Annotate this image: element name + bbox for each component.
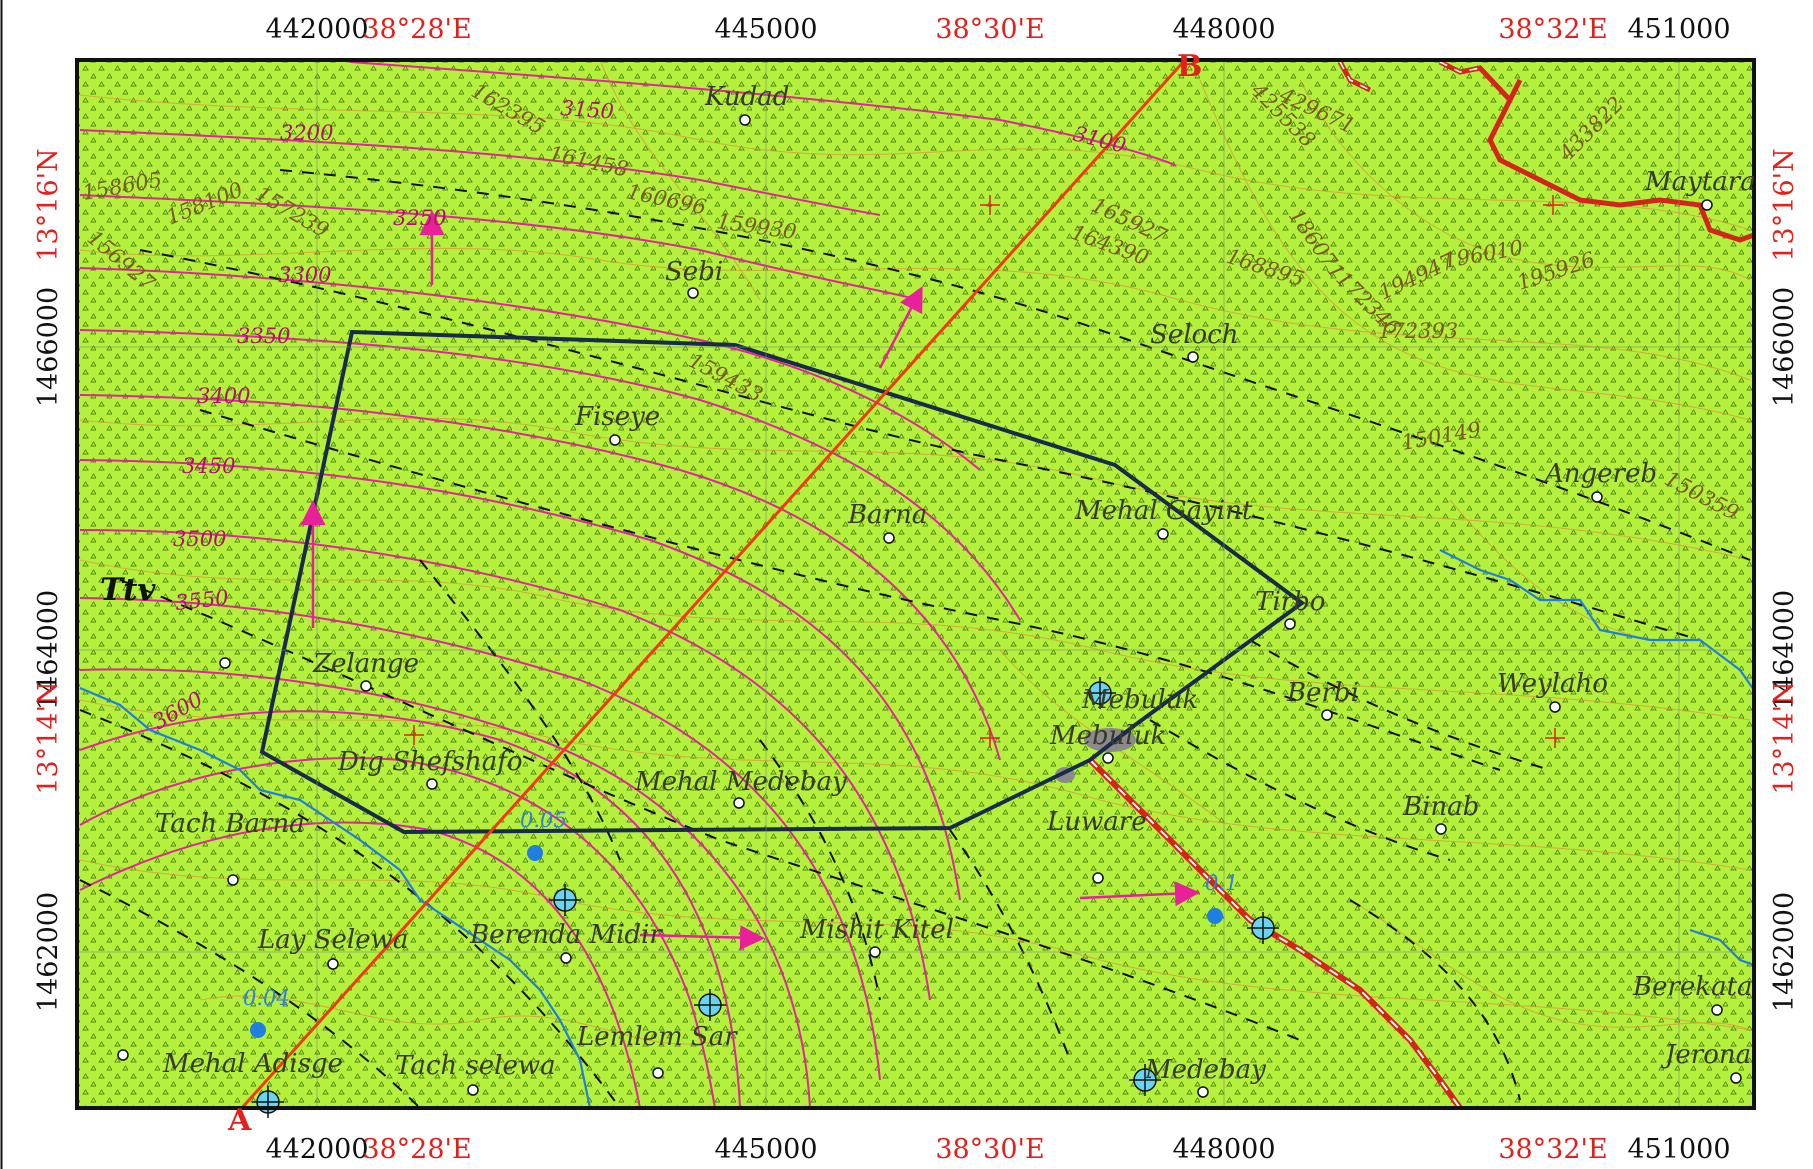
flow-label: 0.1 [1205, 871, 1238, 895]
contour-label: 3200 [280, 121, 333, 145]
geo-label-top: 38°32'E [1498, 14, 1607, 45]
rivers [79, 549, 1754, 1108]
place-label: Berekata [1632, 972, 1753, 1002]
place-label: Berenda Midir [469, 920, 663, 950]
contour-label: 3450 [182, 454, 235, 478]
geo-label-right: 13°14'N [1769, 681, 1800, 794]
profile-start-label: A [227, 1103, 252, 1138]
place-label: Berbi [1286, 678, 1359, 708]
grid-label-right: 1466000 [1769, 287, 1800, 407]
contour-label: 3350 [237, 324, 290, 348]
place-label: Weylaho [1497, 669, 1608, 699]
place-label: Mehal Medebay [634, 767, 847, 797]
place-label: Tirbo [1255, 587, 1325, 617]
place-label: Tach selewa [395, 1051, 556, 1081]
geo-label-top: 38°28'E [362, 14, 471, 45]
geo-label-left: 13°16'N [33, 148, 64, 261]
place-label: Medebay [1144, 1055, 1266, 1085]
geo-label-left: 13°14'N [33, 681, 64, 794]
grid-cross-icon [404, 195, 1565, 748]
place-label: Mishit Kitel [799, 915, 954, 945]
place-label: Zelange [312, 649, 419, 679]
grid-lines [77, 60, 1754, 1108]
contour-label: 3500 [173, 527, 226, 551]
grid-label-left: 1462000 [33, 892, 64, 1012]
place-labels: Kudad Maytara Sebi Seloch Fiseye Angereb… [155, 82, 1756, 1085]
place-label: Luware [1046, 807, 1147, 837]
grid-label-top: 445000 [714, 14, 817, 45]
contour-label: 3300 [278, 263, 331, 287]
grid-label-left: 1466000 [33, 287, 64, 407]
place-label: Fiseye [574, 402, 660, 432]
place-label: Jerona [1660, 1040, 1751, 1070]
grid-label-bottom: 448000 [1172, 1134, 1275, 1165]
contour-label: 3400 [197, 384, 250, 408]
grid-label-bottom: 445000 [714, 1134, 817, 1165]
geo-label-top: 38°30'E [935, 14, 1044, 45]
profile-line [238, 58, 1187, 1112]
contour-label: 3550 [174, 586, 230, 615]
place-label: Mehal Adisge [162, 1049, 343, 1079]
grid-label-right: 1462000 [1769, 892, 1800, 1012]
flow-arrow-icon [300, 210, 1200, 951]
geo-label-bottom: 38°30'E [935, 1134, 1044, 1165]
grid-label-right: 1464000 [1769, 590, 1800, 710]
place-label: Lay Selewa [257, 925, 408, 955]
fault-lines [79, 169, 1751, 1108]
place-label: Binab [1402, 792, 1479, 822]
place-label: Maytara [1644, 167, 1756, 197]
place-label: Mebuluk [1081, 685, 1198, 715]
geo-label-right: 13°16'N [1769, 148, 1800, 261]
value-label: 172393 [1378, 319, 1458, 343]
profile-end-label: B [1177, 49, 1202, 84]
place-label: Kudad [704, 82, 789, 112]
grid-label-bottom: 442000 [265, 1134, 368, 1165]
geo-label-bottom: 38°28'E [362, 1134, 471, 1165]
contour-label: 3150 [560, 96, 615, 124]
flow-label: 0.04 [243, 986, 290, 1010]
grid-label-top: 448000 [1172, 14, 1275, 45]
grid-label-left: 1464000 [33, 590, 64, 710]
geology-unit-label: Ttv [100, 572, 156, 608]
grid-label-top: 451000 [1627, 14, 1730, 45]
grid-label-top: 442000 [265, 14, 368, 45]
study-area-boundary [259, 329, 1306, 835]
place-label: Dig Shefshafo [337, 747, 523, 777]
place-label: Seloch [1150, 320, 1238, 350]
place-label: Barna [847, 500, 927, 530]
place-label: Mehal Gayint [1074, 496, 1253, 526]
contour-labels: 3150 3200 3250 3100 3300 3350 3400 3450 … [149, 96, 1129, 734]
place-label: Lemlem Sar [576, 1022, 738, 1052]
settlement-icon [117, 114, 1742, 1098]
place-label: Tach Barna [155, 809, 305, 839]
major-contours [79, 61, 1176, 1108]
roads [1087, 60, 1754, 1108]
place-label: Angereb [1543, 459, 1657, 489]
geo-label-bottom: 38°32'E [1498, 1134, 1607, 1165]
contour-label: 3250 [393, 206, 446, 230]
place-label: Mebuluk [1049, 721, 1166, 751]
grid-label-bottom: 451000 [1627, 1134, 1730, 1165]
flow-label: 0.05 [520, 808, 567, 832]
land-surface [77, 60, 1754, 1108]
minor-contours [79, 60, 1751, 1045]
place-label: Sebi [665, 257, 723, 287]
map-frame [75, 58, 1756, 1110]
